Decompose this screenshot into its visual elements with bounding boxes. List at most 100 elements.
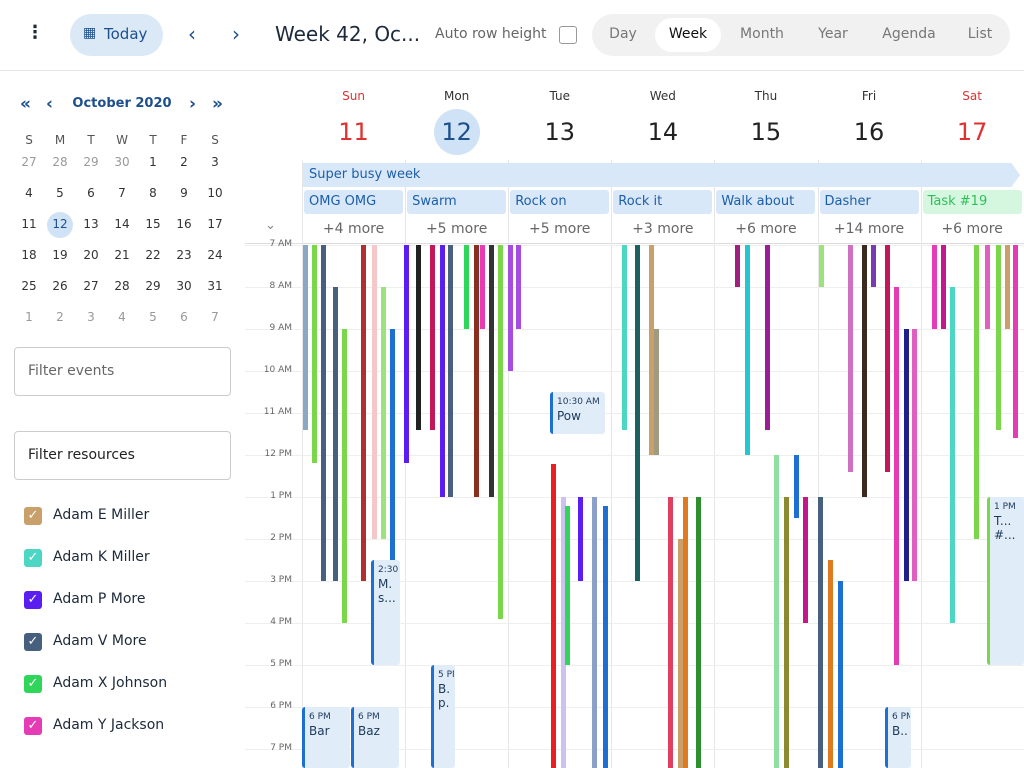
more-link[interactable]: +5 more <box>425 221 488 237</box>
mini-day[interactable]: 24 <box>207 248 223 262</box>
today-label[interactable]: Today <box>104 25 148 43</box>
all-day-event-title[interactable]: Rock it <box>618 194 663 209</box>
mini-day[interactable]: 2 <box>180 155 188 169</box>
view-button[interactable]: List <box>967 26 993 42</box>
mini-day[interactable]: 30 <box>176 279 192 293</box>
mini-day[interactable]: 27 <box>21 155 37 169</box>
all-day-event[interactable] <box>613 190 713 214</box>
event-bar[interactable] <box>508 245 513 372</box>
event-bar[interactable] <box>561 497 566 768</box>
resource-checkbox[interactable]: ✓ <box>24 591 42 609</box>
mini-nav[interactable]: ‹ <box>46 94 54 114</box>
event-bar[interactable] <box>735 245 740 288</box>
event-bar[interactable] <box>1005 245 1010 330</box>
event-bar[interactable] <box>404 245 409 464</box>
mini-day[interactable]: 22 <box>145 248 161 262</box>
day-date[interactable]: 17 <box>956 118 988 146</box>
banner-title[interactable]: Super busy week <box>309 167 421 182</box>
event-bar[interactable] <box>678 539 683 768</box>
more-link[interactable]: +3 more <box>632 221 694 237</box>
event-bar[interactable] <box>448 245 453 498</box>
view-button[interactable]: Year <box>818 26 848 42</box>
all-day-event-title[interactable]: OMG OMG <box>309 194 377 209</box>
event-bar[interactable] <box>668 497 673 768</box>
mini-day[interactable]: 20 <box>83 248 99 262</box>
mini-day[interactable]: 29 <box>145 279 161 293</box>
collapse-toggle[interactable]: ⌄ <box>265 218 276 233</box>
day-date[interactable]: 11 <box>338 118 369 146</box>
mini-day[interactable]: 8 <box>149 186 157 200</box>
mini-day[interactable]: 23 <box>176 248 192 262</box>
resource-checkbox[interactable]: ✓ <box>24 675 42 693</box>
mini-day[interactable]: 2 <box>56 310 64 324</box>
day-date[interactable]: 16 <box>853 118 885 146</box>
event[interactable] <box>885 707 911 768</box>
filter-events[interactable] <box>14 347 231 396</box>
all-day-event[interactable] <box>819 190 919 214</box>
all-day-event[interactable] <box>716 190 816 214</box>
event-bar[interactable] <box>818 497 823 768</box>
event-bar[interactable] <box>838 581 843 768</box>
all-day-event-title[interactable]: Dasher <box>824 194 871 209</box>
mini-day[interactable]: 28 <box>114 279 130 293</box>
event-bar[interactable] <box>745 245 750 456</box>
all-day-event-title[interactable]: Rock on <box>515 194 567 209</box>
resource-name[interactable]: Adam K Miller <box>53 549 150 565</box>
all-day-event-title[interactable]: Walk about <box>721 194 795 209</box>
view-button[interactable]: Day <box>609 26 637 42</box>
mini-day[interactable]: 17 <box>207 217 223 231</box>
mini-day[interactable]: 6 <box>180 310 188 324</box>
banner-event[interactable] <box>303 163 1020 187</box>
mini-nav[interactable]: › <box>189 94 197 114</box>
event-bar[interactable] <box>622 245 627 430</box>
mini-day[interactable]: 18 <box>21 248 37 262</box>
mini-day[interactable]: 28 <box>52 155 68 169</box>
day-date[interactable]: 13 <box>544 118 576 146</box>
mini-day[interactable]: 5 <box>149 310 157 324</box>
event-bar[interactable] <box>498 245 503 619</box>
event[interactable] <box>351 707 399 768</box>
event-bar[interactable] <box>828 560 833 768</box>
mini-day[interactable]: 16 <box>176 217 192 231</box>
filter-resources[interactable] <box>14 431 231 480</box>
event-bar[interactable] <box>565 505 570 666</box>
event-bar[interactable] <box>489 245 494 498</box>
today-button[interactable] <box>70 14 163 56</box>
mini-day[interactable]: 27 <box>83 279 99 293</box>
event-bar[interactable] <box>996 245 1001 430</box>
event-bar[interactable] <box>303 245 308 430</box>
event-bar[interactable] <box>774 455 779 768</box>
mini-day[interactable]: 3 <box>211 155 219 169</box>
all-day-event[interactable] <box>304 190 404 214</box>
mini-day[interactable]: 21 <box>114 248 130 262</box>
event[interactable] <box>302 707 350 768</box>
all-day-event[interactable] <box>407 190 507 214</box>
event-bar[interactable] <box>381 287 386 540</box>
mini-day[interactable]: 15 <box>145 217 161 231</box>
resource-name[interactable]: Adam E Miller <box>53 507 150 523</box>
all-day-event[interactable] <box>922 190 1022 214</box>
resource-name[interactable]: Adam V More <box>53 633 147 649</box>
resource-checkbox[interactable]: ✓ <box>24 633 42 651</box>
event-bar[interactable] <box>974 245 979 540</box>
prev-button[interactable]: ‹ <box>188 22 196 46</box>
mini-day[interactable]: 5 <box>56 186 64 200</box>
event-bar[interactable] <box>592 497 597 768</box>
day-date[interactable]: 12 <box>441 118 472 146</box>
resource-name[interactable]: Adam P More <box>53 591 146 607</box>
event-bar[interactable] <box>321 245 326 582</box>
event-bar[interactable] <box>885 245 890 472</box>
event-bar[interactable] <box>848 245 853 472</box>
mini-nav[interactable]: « <box>20 94 31 114</box>
event-bar[interactable] <box>871 245 876 288</box>
event-bar[interactable] <box>516 245 521 330</box>
resource-checkbox[interactable]: ✓ <box>24 549 42 567</box>
view-button[interactable]: Agenda <box>882 26 936 42</box>
event-bar[interactable] <box>950 287 955 624</box>
mini-day[interactable]: 14 <box>114 217 130 231</box>
resource-checkbox[interactable]: ✓ <box>24 507 42 525</box>
event-bar[interactable] <box>430 245 435 430</box>
more-link[interactable]: +6 more <box>735 221 797 237</box>
event-bar[interactable] <box>474 245 479 498</box>
mini-day[interactable]: 29 <box>83 155 99 169</box>
